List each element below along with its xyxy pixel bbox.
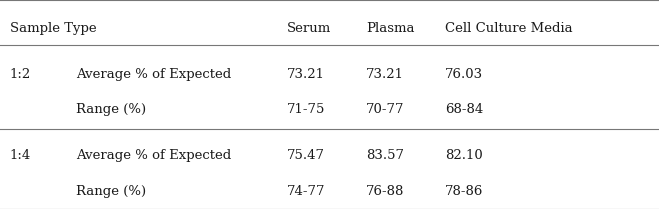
Text: 78-86: 78-86 — [445, 185, 483, 198]
Text: 76.03: 76.03 — [445, 68, 483, 81]
Text: Serum: Serum — [287, 22, 331, 35]
Text: 75.47: 75.47 — [287, 149, 325, 162]
Text: Range (%): Range (%) — [76, 103, 146, 116]
Text: 70-77: 70-77 — [366, 103, 404, 116]
Text: 1:2: 1:2 — [10, 68, 31, 81]
Text: 71-75: 71-75 — [287, 103, 325, 116]
Text: 74-77: 74-77 — [287, 185, 325, 198]
Text: Average % of Expected: Average % of Expected — [76, 149, 231, 162]
Text: Plasma: Plasma — [366, 22, 415, 35]
Text: Sample Type: Sample Type — [10, 22, 96, 35]
Text: 82.10: 82.10 — [445, 149, 482, 162]
Text: 73.21: 73.21 — [366, 68, 404, 81]
Text: Average % of Expected: Average % of Expected — [76, 68, 231, 81]
Text: 76-88: 76-88 — [366, 185, 404, 198]
Text: 83.57: 83.57 — [366, 149, 404, 162]
Text: 73.21: 73.21 — [287, 68, 325, 81]
Text: 68-84: 68-84 — [445, 103, 483, 116]
Text: 1:4: 1:4 — [10, 149, 31, 162]
Text: Range (%): Range (%) — [76, 185, 146, 198]
Text: Cell Culture Media: Cell Culture Media — [445, 22, 573, 35]
